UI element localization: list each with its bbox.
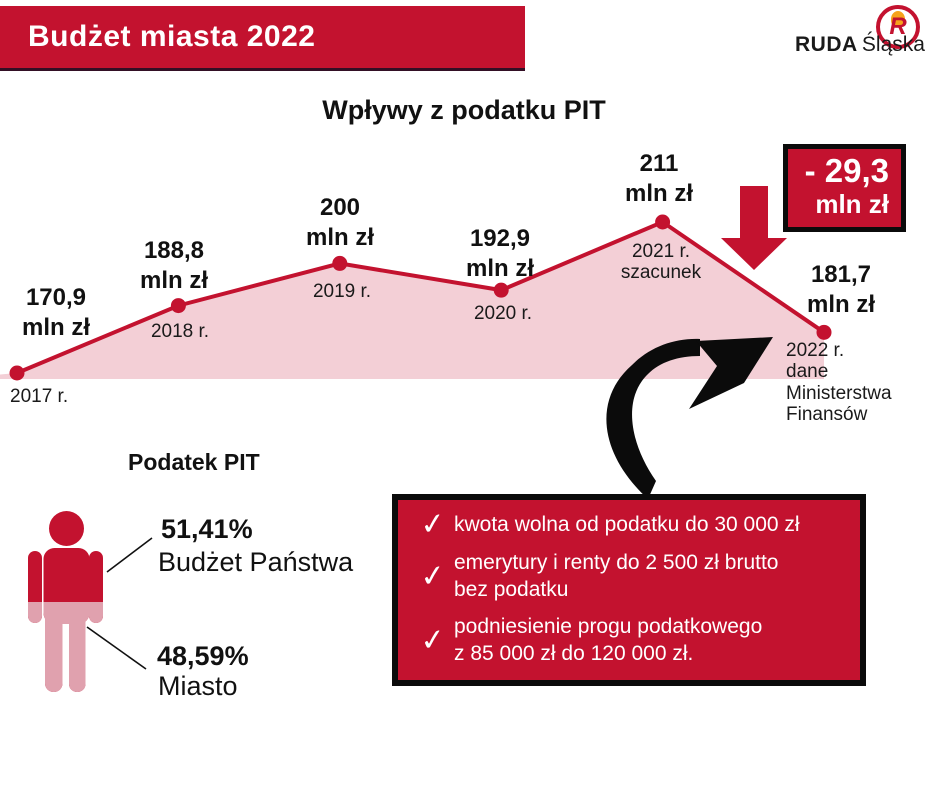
point-value-label: 181,7 mln zł [806, 261, 876, 318]
checklist-item-text: emerytury i renty do 2 500 zł brutto bez … [454, 551, 779, 602]
connector-line-city [86, 626, 147, 670]
logo-monogram: R [889, 13, 907, 40]
page-title: Budżet miasta 2022 [28, 20, 316, 53]
delta-value: - 29,3 [804, 152, 889, 189]
check-icon: ✓ [418, 558, 448, 595]
checklist-item: ✓ kwota wolna od podatku do 30 000 zł [412, 506, 846, 543]
state-label: Budżet Państwa [158, 547, 354, 577]
person-icon [28, 511, 103, 692]
data-point-dot [170, 298, 186, 314]
city-percent: 48,59% [157, 641, 249, 671]
city-logo-icon: R [876, 5, 920, 49]
header-banner: Budżet miasta 2022 [0, 6, 525, 71]
tax-changes-box: ✓ kwota wolna od podatku do 30 000 zł ✓ eme… [392, 494, 866, 686]
pit-revenue-line [16, 219, 826, 375]
checklist-item-text: podniesienie progu podatkowego z 85 000 z… [454, 615, 763, 666]
point-year-label: 2021 r. szacunek [620, 241, 702, 284]
data-point-dots [9, 214, 832, 381]
point-value-label: 192,9 mln zł [465, 225, 535, 282]
logo-brand-light: Śląska [861, 33, 925, 56]
chart-title: Wpływy z podatku PIT [322, 95, 606, 125]
curved-arrow-icon [606, 337, 773, 499]
city-label: Miasto [158, 671, 238, 701]
checklist-item: ✓ emerytury i renty do 2 500 zł brutto bez… [412, 550, 846, 604]
down-arrow-icon [721, 186, 787, 270]
state-percent: 51,41% [161, 514, 253, 544]
delta-callout-box: - 29,3 mln zł [783, 144, 906, 232]
data-point-dot [9, 365, 25, 381]
point-value-label: 211 mln zł [624, 150, 694, 207]
point-value-label: 200 mln zł [305, 194, 375, 251]
point-year-label: 2022 r. dane Ministerstwa Finansów [786, 340, 892, 425]
data-point-dot [816, 324, 832, 340]
checklist-item-text: kwota wolna od podatku do 30 000 zł [454, 512, 800, 536]
point-year-label: 2017 r. [10, 386, 69, 407]
point-year-label: 2019 r. [312, 281, 372, 302]
data-point-dot [332, 255, 348, 271]
point-value-label: 188,8 mln zł [139, 237, 209, 294]
city-logo-text: RUDA Śląska [795, 33, 925, 57]
logo-flame-icon [891, 11, 905, 27]
data-point-dot [493, 282, 509, 298]
checklist-item: ✓ podniesienie progu podatkowego z 85 000 … [412, 614, 846, 668]
logo-brand-bold: RUDA [795, 33, 858, 56]
delta-unit: mln zł [815, 188, 889, 219]
pit-split-heading: Podatek PIT [128, 449, 260, 475]
point-value-label: 170,9 mln zł [21, 284, 91, 341]
data-point-dot [655, 214, 671, 230]
point-year-label: 2018 r. [150, 321, 210, 342]
connector-line-state [106, 537, 153, 573]
check-icon: ✓ [418, 622, 448, 659]
person-icon-lower-half [28, 602, 103, 692]
point-year-label: 2020 r. [473, 303, 533, 324]
check-icon: ✓ [418, 506, 448, 543]
